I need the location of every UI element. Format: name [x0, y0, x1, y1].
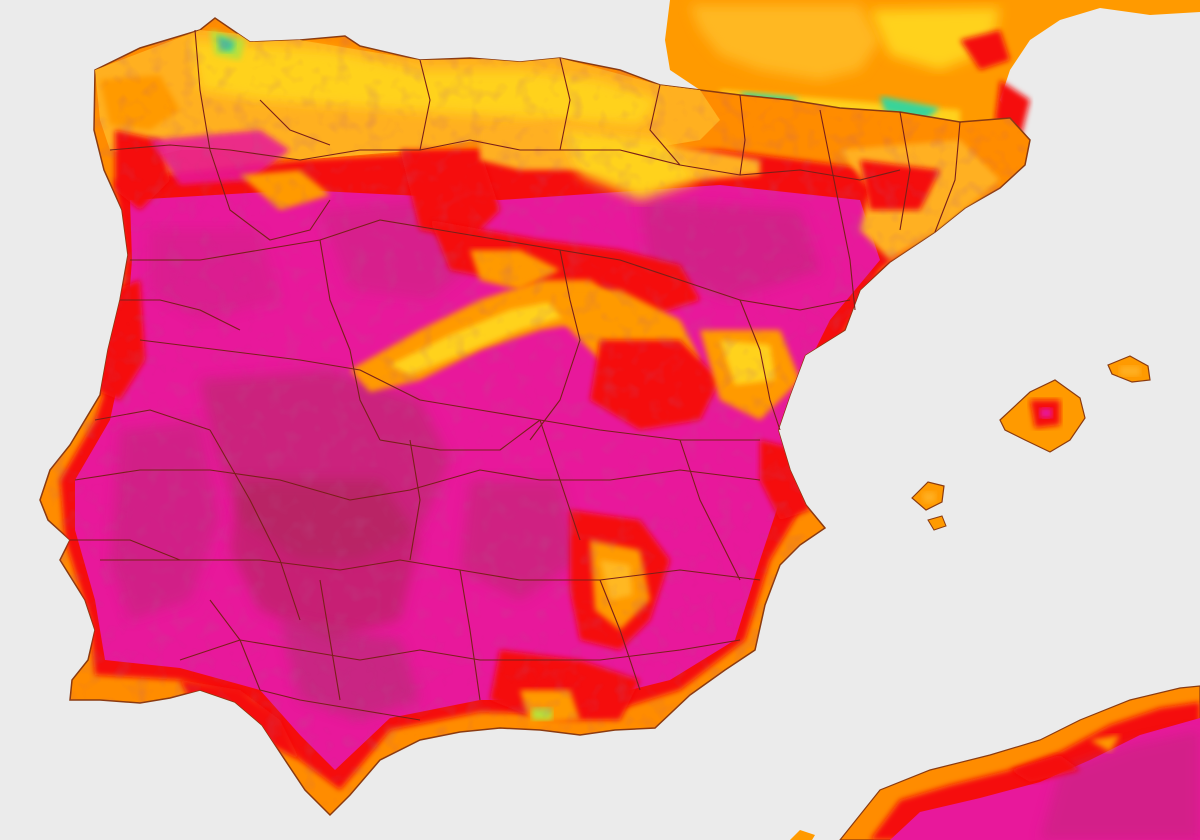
- southern-france: [665, 0, 1200, 140]
- mallorca: [999, 379, 1086, 453]
- province-borders: [70, 29, 961, 721]
- morocco-tip: [790, 830, 815, 840]
- north-africa-coast: [839, 685, 1200, 840]
- formentera: [927, 515, 947, 531]
- menorca: [1107, 355, 1151, 383]
- ibiza: [911, 481, 945, 511]
